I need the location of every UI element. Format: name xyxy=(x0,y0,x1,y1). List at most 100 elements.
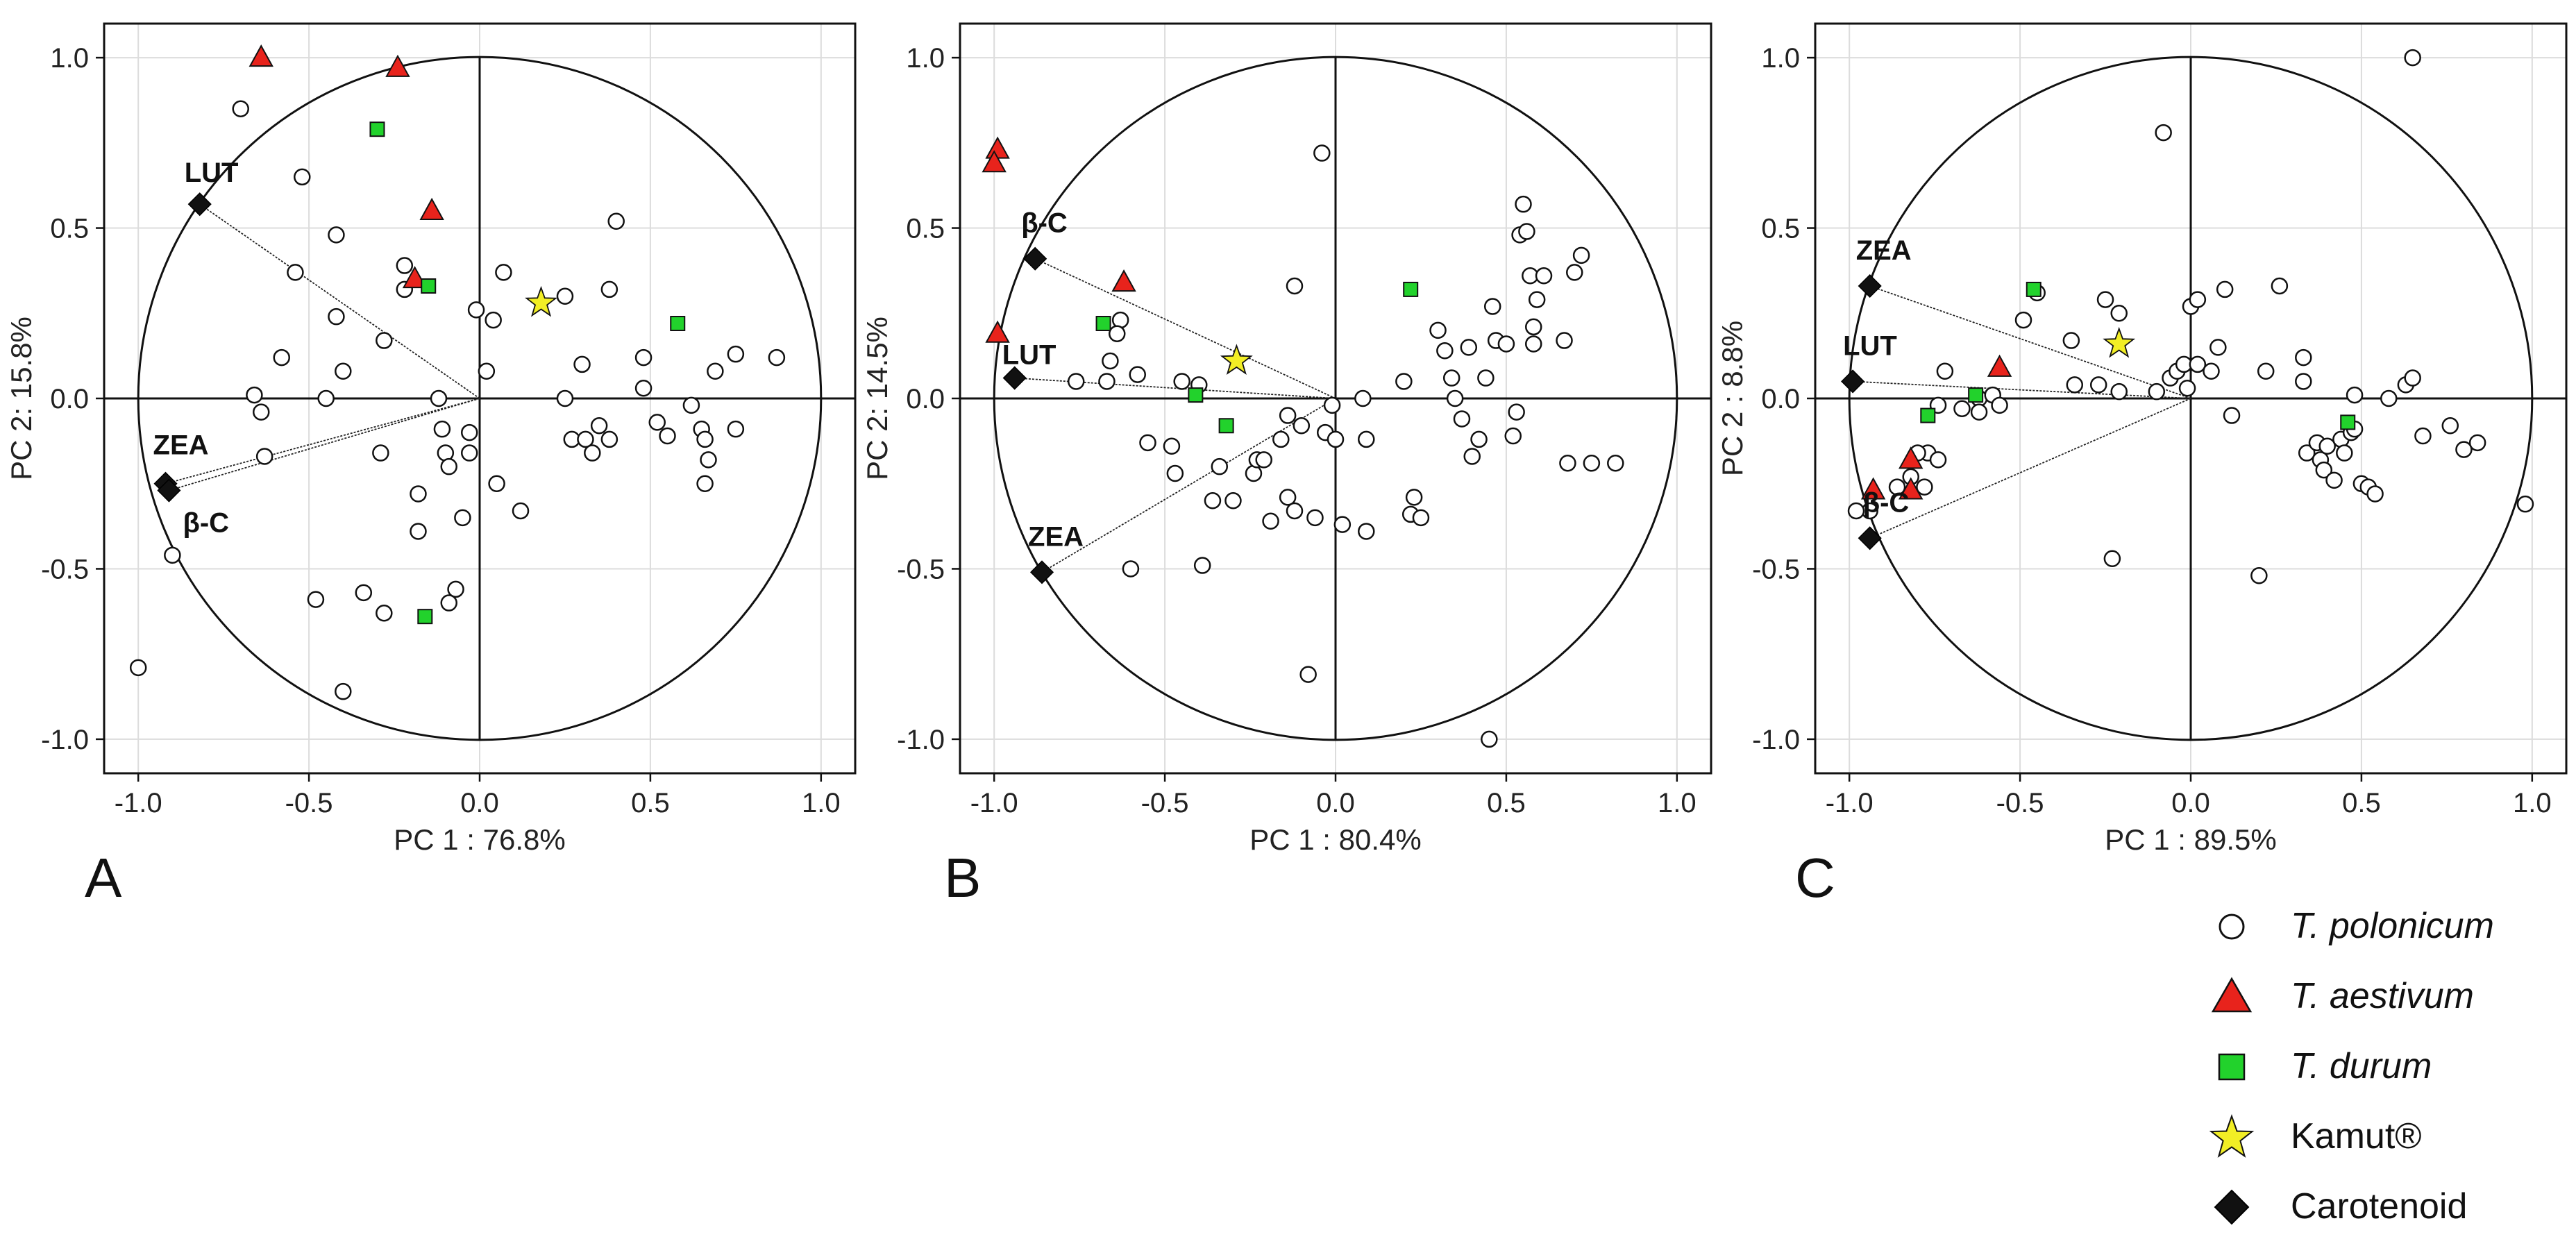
point-polonicum xyxy=(1442,369,1460,387)
point-polonicum xyxy=(307,591,325,608)
point-polonicum xyxy=(1122,560,1140,578)
point-polonicum xyxy=(1163,437,1181,455)
y-axis-label: PC 2: 14.5% xyxy=(861,317,893,480)
point-polonicum xyxy=(1293,417,1311,435)
point-aestivum xyxy=(1111,269,1136,292)
point-polonicum xyxy=(478,362,496,380)
loading-label: LUT xyxy=(1843,330,1897,361)
panel-C: ZEA LUT β-C -1.0 -0.5 0.0 0.5 1.0 1.0 0.5 0.0 -0.5 -… xyxy=(1716,22,2568,909)
point-polonicum xyxy=(1354,389,1372,407)
point-polonicum xyxy=(1556,332,1573,349)
point-polonicum xyxy=(2298,444,2316,462)
point-polonicum xyxy=(2295,373,2312,390)
legend-marker-polonicum xyxy=(2219,914,2245,940)
loading-marker xyxy=(187,192,212,217)
diamond-icon xyxy=(2214,1189,2250,1225)
x-tick-label: -1.0 xyxy=(1826,788,1874,818)
point-polonicum xyxy=(335,682,352,700)
point-polonicum xyxy=(2203,362,2220,380)
x-tick-label: 1.0 xyxy=(1658,788,1697,818)
point-polonicum xyxy=(1306,509,1324,527)
loading-marker xyxy=(157,478,181,503)
point-polonicum xyxy=(2062,332,2080,349)
loading-marker xyxy=(1029,560,1054,584)
x-tick-label: 0.0 xyxy=(2171,788,2210,818)
point-polonicum xyxy=(1515,195,1532,213)
y-tick-label: -0.5 xyxy=(41,554,89,584)
point-polonicum xyxy=(556,389,574,407)
point-polonicum xyxy=(1166,464,1184,482)
loading-marker xyxy=(1858,273,1882,298)
point-polonicum xyxy=(648,414,666,431)
point-polonicum xyxy=(1991,396,2008,414)
point-polonicum xyxy=(376,332,393,349)
point-polonicum xyxy=(2366,485,2384,503)
legend-marker-kamut xyxy=(2209,1113,2255,1158)
point-polonicum xyxy=(634,348,653,367)
point-polonicum xyxy=(2325,471,2343,489)
point-polonicum xyxy=(2103,550,2121,567)
point-polonicum xyxy=(700,451,717,469)
point-polonicum xyxy=(2089,376,2107,394)
point-polonicum xyxy=(1953,400,1971,417)
x-tick-label: -0.5 xyxy=(1996,788,2044,818)
point-aestivum xyxy=(1899,477,1923,500)
data-layer xyxy=(129,44,786,700)
x-axis-label: PC 1 : 80.4% xyxy=(1249,823,1421,856)
point-polonicum xyxy=(1583,455,1601,472)
point-durum xyxy=(417,609,433,625)
point-polonicum xyxy=(467,301,485,319)
point-polonicum xyxy=(2209,339,2227,356)
y-axis-label: PC 2: 15.8% xyxy=(5,317,37,480)
y-tick-label: 0.5 xyxy=(906,214,945,244)
point-polonicum xyxy=(2178,380,2196,397)
legend-label: Carotenoid xyxy=(2291,1186,2468,1227)
point-polonicum xyxy=(2404,49,2421,67)
point-polonicum xyxy=(1412,509,1430,527)
point-polonicum xyxy=(454,509,471,527)
point-polonicum xyxy=(1358,523,1375,540)
point-polonicum xyxy=(768,348,786,367)
loading-marker xyxy=(1002,366,1027,390)
square-icon xyxy=(2218,1053,2246,1081)
point-durum xyxy=(670,316,686,331)
loading-vector xyxy=(199,203,480,399)
x-tick-label: 0.0 xyxy=(1316,788,1355,818)
y-tick-label: -1.0 xyxy=(897,725,945,755)
point-polonicum xyxy=(1173,373,1190,390)
point-kamut xyxy=(525,285,558,317)
point-polonicum xyxy=(440,594,457,612)
point-polonicum xyxy=(600,430,618,448)
loading-vector xyxy=(1869,398,2191,539)
loading-vector xyxy=(1041,398,1336,573)
point-polonicum xyxy=(1224,492,1242,510)
point-polonicum xyxy=(2066,376,2084,394)
point-aestivum xyxy=(419,197,444,220)
y-axis-label: PC 2 : 8.8% xyxy=(1716,321,1749,476)
loading-label: ZEA xyxy=(153,430,209,461)
x-tick-label: 1.0 xyxy=(802,788,841,818)
point-polonicum xyxy=(1847,502,1865,520)
point-polonicum xyxy=(1528,291,1546,308)
point-durum xyxy=(1403,281,1419,297)
point-polonicum xyxy=(696,430,714,448)
point-polonicum xyxy=(164,546,181,564)
point-polonicum xyxy=(488,475,505,492)
point-polonicum xyxy=(1279,407,1297,424)
point-polonicum xyxy=(1102,352,1119,370)
point-polonicum xyxy=(1279,489,1297,506)
point-polonicum xyxy=(1504,427,1522,445)
loading-label: ZEA xyxy=(1856,235,1912,266)
data-layer xyxy=(1841,49,2534,584)
point-polonicum xyxy=(460,423,478,441)
legend-marker-aestivum xyxy=(2211,977,2253,1013)
point-polonicum xyxy=(1607,455,1624,472)
y-tick-label: -1.0 xyxy=(41,725,89,755)
point-polonicum xyxy=(2414,427,2432,445)
x-tick-label: -0.5 xyxy=(285,788,333,818)
x-tick-label: -0.5 xyxy=(1141,788,1189,818)
y-tick-label: -1.0 xyxy=(1752,725,1800,755)
point-polonicum xyxy=(1108,325,1126,342)
point-aestivum xyxy=(1987,354,2012,377)
legend: T. polonicum T. aestivum T. durum Kamut®… xyxy=(2200,895,2561,1246)
